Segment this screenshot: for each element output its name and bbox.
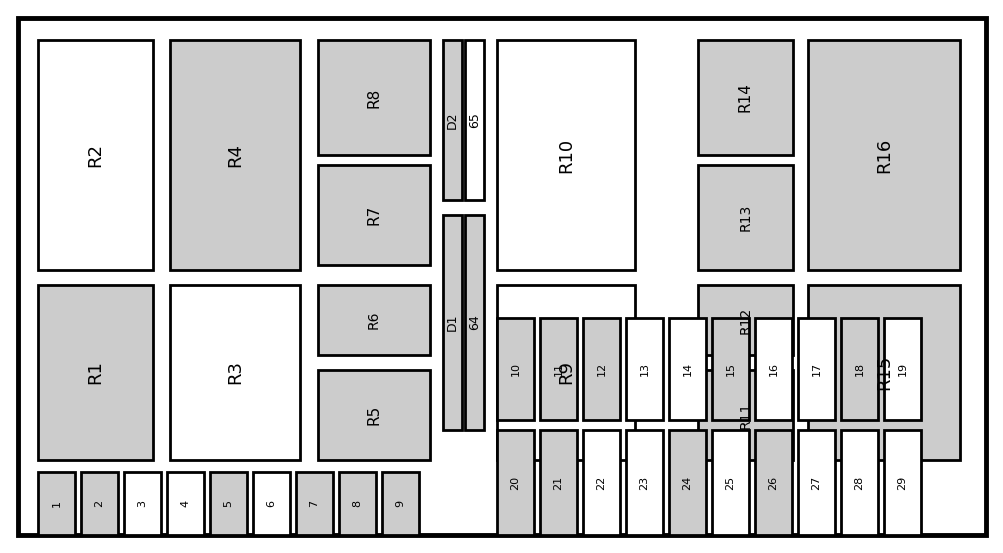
Text: 6: 6 — [266, 500, 276, 507]
Bar — [697, 40, 792, 155]
Bar — [697, 165, 792, 270]
Bar — [381, 472, 418, 535]
Text: 18: 18 — [854, 362, 864, 376]
Bar — [339, 472, 376, 535]
Bar — [170, 285, 300, 460]
Bar — [496, 318, 534, 420]
Text: R14: R14 — [737, 82, 752, 112]
Text: 12: 12 — [596, 362, 606, 376]
Bar — [797, 430, 834, 535]
Bar — [253, 472, 290, 535]
Bar — [81, 472, 118, 535]
Text: R6: R6 — [367, 311, 380, 329]
Bar — [464, 215, 483, 430]
Bar — [797, 318, 834, 420]
Text: R4: R4 — [226, 143, 244, 167]
Bar — [464, 40, 483, 200]
Text: R7: R7 — [366, 205, 381, 225]
Bar — [296, 472, 333, 535]
Bar — [697, 370, 792, 460]
Text: 2: 2 — [94, 500, 104, 507]
Text: R16: R16 — [875, 137, 892, 173]
Text: 26: 26 — [767, 476, 777, 489]
Text: R11: R11 — [738, 401, 752, 429]
Text: 9: 9 — [395, 500, 405, 507]
Text: 28: 28 — [854, 476, 864, 489]
Bar — [318, 370, 429, 460]
Text: 8: 8 — [352, 500, 362, 507]
Bar — [124, 472, 160, 535]
Bar — [166, 472, 204, 535]
Bar — [442, 215, 461, 430]
Text: 7: 7 — [309, 500, 319, 507]
Text: R15: R15 — [875, 355, 892, 390]
Bar — [496, 430, 534, 535]
Bar — [540, 430, 577, 535]
Bar — [754, 318, 791, 420]
Bar — [883, 318, 920, 420]
Bar — [38, 472, 75, 535]
Text: 13: 13 — [639, 362, 649, 376]
Bar — [38, 40, 152, 270]
Text: R10: R10 — [557, 138, 575, 173]
Text: 16: 16 — [767, 362, 777, 376]
Text: D1: D1 — [445, 314, 458, 331]
Text: 64: 64 — [467, 315, 480, 330]
Bar — [496, 40, 634, 270]
Bar — [711, 318, 748, 420]
Bar — [540, 318, 577, 420]
Text: 19: 19 — [897, 362, 907, 376]
Text: 14: 14 — [682, 362, 692, 376]
Bar — [711, 430, 748, 535]
Bar — [841, 318, 878, 420]
Text: 24: 24 — [682, 476, 692, 489]
Text: D2: D2 — [445, 111, 458, 129]
Bar — [626, 430, 662, 535]
Text: 4: 4 — [181, 500, 191, 507]
Text: R2: R2 — [86, 143, 104, 167]
Bar — [883, 430, 920, 535]
Text: 23: 23 — [639, 476, 649, 489]
Text: 10: 10 — [510, 362, 520, 376]
Bar — [668, 430, 705, 535]
Text: 15: 15 — [725, 362, 735, 376]
Bar — [807, 40, 959, 270]
Bar — [697, 285, 792, 355]
Bar — [668, 318, 705, 420]
Bar — [583, 430, 620, 535]
Bar — [754, 430, 791, 535]
Bar — [496, 285, 634, 460]
Bar — [210, 472, 247, 535]
Bar — [841, 430, 878, 535]
Bar — [583, 318, 620, 420]
Bar — [318, 285, 429, 355]
Text: 17: 17 — [810, 362, 820, 376]
Text: 20: 20 — [510, 476, 520, 489]
Text: R5: R5 — [366, 405, 381, 425]
Text: R8: R8 — [366, 87, 381, 108]
Text: 5: 5 — [224, 500, 234, 507]
Bar — [442, 40, 461, 200]
Text: 21: 21 — [553, 476, 563, 489]
Text: R3: R3 — [226, 361, 244, 384]
Text: R1: R1 — [86, 361, 104, 384]
Bar — [38, 285, 152, 460]
Text: 29: 29 — [897, 476, 907, 489]
Bar — [626, 318, 662, 420]
Bar — [318, 165, 429, 265]
Bar — [170, 40, 300, 270]
Bar — [318, 40, 429, 155]
Text: 27: 27 — [810, 476, 820, 489]
Text: R12: R12 — [738, 306, 752, 333]
Text: 25: 25 — [725, 476, 735, 489]
Text: 65: 65 — [467, 112, 480, 128]
Bar — [807, 285, 959, 460]
Text: R9: R9 — [557, 361, 575, 384]
Text: R13: R13 — [738, 204, 752, 231]
Text: 3: 3 — [137, 500, 147, 507]
Text: 1: 1 — [51, 500, 61, 507]
Text: 11: 11 — [553, 362, 563, 376]
Text: 22: 22 — [596, 476, 606, 489]
